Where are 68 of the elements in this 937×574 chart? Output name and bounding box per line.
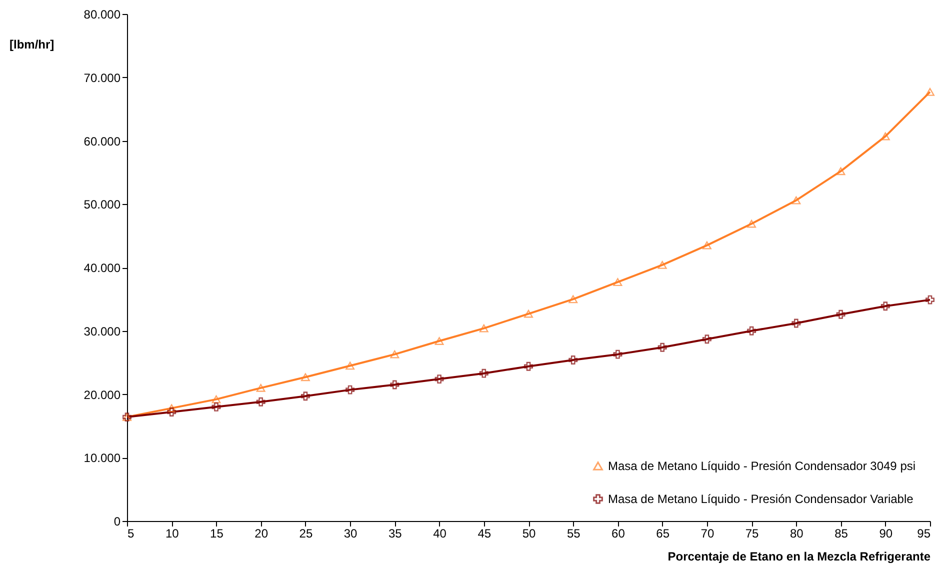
point — [256, 397, 266, 406]
point — [747, 326, 756, 336]
x-tick-label: 90 — [879, 526, 893, 540]
x-tick-label: 75 — [745, 526, 760, 540]
point — [613, 350, 622, 359]
y-tick-label: 10.000 — [84, 451, 121, 466]
x-axis-title: Porcentaje de Etano en la Mezcla Refrigerante — [668, 550, 931, 564]
point — [167, 404, 176, 412]
x-tick-label: 65 — [656, 526, 670, 540]
x-tick-label: 55 — [566, 526, 581, 540]
y-tick-label: 20.000 — [84, 388, 121, 402]
point — [568, 295, 578, 304]
y-axis-title: [lbm/hr] — [10, 38, 54, 52]
y-tick-label: 70.000 — [84, 70, 121, 85]
y-tick-label: 30.000 — [84, 324, 121, 338]
x-tick-label: 60 — [612, 526, 626, 540]
point — [747, 220, 756, 228]
x-tick-label: 45 — [478, 526, 492, 540]
point — [346, 362, 355, 370]
x-tick-label: 80 — [790, 526, 804, 540]
point — [479, 324, 488, 332]
point — [926, 295, 934, 304]
x-tick-label: 10 — [165, 526, 180, 540]
point — [880, 302, 890, 311]
point — [658, 261, 667, 269]
point — [568, 356, 578, 364]
point — [212, 402, 221, 412]
legend-label: Masa de Metano Líquido - Presión Condensador Variable — [608, 492, 914, 506]
point — [792, 318, 801, 328]
x-tick-label: 30 — [344, 526, 358, 540]
point — [836, 310, 846, 319]
point — [524, 310, 533, 318]
point — [212, 395, 221, 404]
point — [702, 241, 712, 250]
x-tick-label: 25 — [299, 526, 313, 540]
point — [880, 132, 890, 140]
point — [300, 392, 310, 401]
y-tick-label: 50.000 — [84, 198, 121, 212]
x-tick-label: 35 — [388, 526, 402, 540]
x-tick-label: 15 — [210, 526, 224, 540]
legend-label: Masa de Metano Líquido - Presión Condensador 3049 psi — [608, 459, 916, 473]
x-tick-label: 85 — [834, 526, 848, 540]
x-tick-label: 95 — [917, 526, 931, 540]
y-tick-label: 0 — [114, 514, 121, 528]
point — [702, 334, 712, 344]
point — [524, 362, 533, 371]
point — [346, 385, 355, 394]
point — [792, 196, 801, 204]
point — [613, 278, 622, 286]
point — [479, 368, 488, 378]
x-tick-label: 70 — [700, 526, 714, 540]
point — [658, 342, 667, 352]
x-tick-label: 40 — [433, 526, 447, 540]
point — [836, 167, 846, 176]
point — [926, 88, 934, 96]
x-tick-label: 20 — [254, 526, 268, 540]
x-tick-label: 5 — [128, 526, 134, 540]
point — [434, 374, 444, 384]
point — [434, 337, 444, 345]
point — [256, 384, 266, 392]
y-tick-label: 80.000 — [84, 8, 121, 22]
y-tick-label: 60.000 — [84, 134, 121, 148]
y-tick-label: 40.000 — [84, 261, 121, 275]
point — [300, 373, 310, 382]
point — [390, 350, 400, 358]
x-tick-label: 50 — [522, 526, 536, 540]
point — [390, 380, 400, 390]
point — [167, 408, 176, 416]
